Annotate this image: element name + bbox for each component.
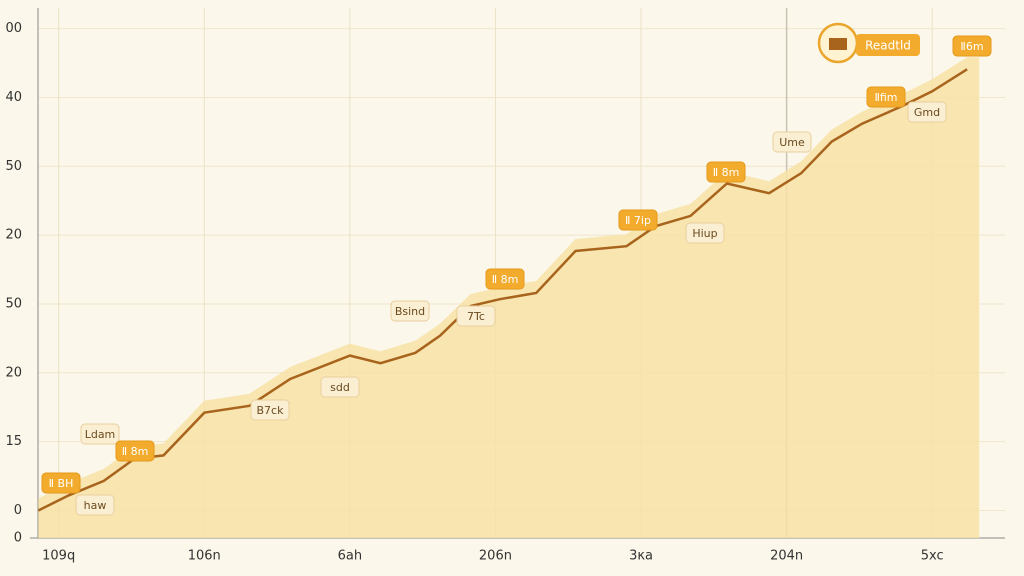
annotation-text: 7Tc	[467, 310, 485, 323]
x-tick-label: 6ah	[338, 549, 362, 564]
tag	[320, 376, 360, 398]
tag	[80, 423, 120, 445]
tag	[772, 131, 812, 153]
annotation-text: Ume	[779, 136, 805, 149]
y-tick-label: 50	[5, 159, 22, 174]
y-tick-label: 15	[5, 434, 22, 449]
badge	[618, 209, 658, 231]
tag	[390, 300, 430, 322]
annotation: Ⅱ 8m	[115, 440, 155, 462]
y-tick-label: 40	[5, 90, 22, 105]
annotation: haw	[75, 494, 115, 516]
annotation: 7Tc	[456, 305, 496, 327]
tag	[685, 222, 725, 244]
badge	[866, 86, 906, 108]
line	[37, 68, 968, 512]
annotation: Ⅱ 8m	[485, 268, 525, 290]
x-tick-label: 109q	[42, 549, 75, 564]
annotation-text: sdd	[330, 381, 350, 394]
tag	[907, 101, 947, 123]
y-tick-label: 0	[14, 531, 22, 546]
legend-label: Readtld	[865, 39, 911, 53]
tag	[75, 494, 115, 516]
x-tick-label: 206n	[479, 549, 512, 564]
annotation: Ⅱ6m	[952, 35, 992, 57]
annotation-text: haw	[84, 499, 107, 512]
annotation-text: Ⅱ6m	[960, 40, 983, 53]
y-tick-label: 50	[5, 296, 22, 311]
annotation: Ldam	[80, 423, 120, 445]
annotation: Ume	[772, 131, 812, 153]
annotation-text: Ⅱ 8m	[492, 273, 519, 286]
badge	[952, 35, 992, 57]
annotation: Gmd	[907, 101, 947, 123]
y-tick-label: 20	[5, 365, 22, 380]
annotation-text: Ⅱ BH	[49, 477, 74, 490]
annotation: Ⅱfim	[866, 86, 906, 108]
annotation-text: B7ck	[257, 404, 285, 417]
x-tick-label: 204n	[770, 549, 803, 564]
tag	[250, 399, 290, 421]
badge	[41, 472, 81, 494]
annotation-text: Ⅱ 8m	[713, 166, 740, 179]
x-tick-label: 5xc	[921, 549, 944, 564]
annotation: Ⅱ BH	[41, 472, 81, 494]
badge	[485, 268, 525, 290]
badge	[115, 440, 155, 462]
y-tick-label: 20	[5, 228, 22, 243]
annotation-text: Ⅱ 7ip	[625, 214, 651, 227]
legend-box	[856, 34, 920, 56]
annotation-text: Ⅱ 8m	[122, 445, 149, 458]
x-tick-label: 106n	[188, 549, 221, 564]
y-tick-label: 00	[5, 21, 22, 36]
annotation: sdd	[320, 376, 360, 398]
annotation-text: Ldam	[85, 428, 116, 441]
annotation: Ⅱ 8m	[706, 161, 746, 183]
annotation: B7ck	[250, 399, 290, 421]
annotation-text: Bsind	[395, 305, 425, 318]
legend-swatch	[829, 38, 847, 50]
annotation-text: Gmd	[914, 106, 940, 119]
annotation: Ⅱ 7ip	[618, 209, 658, 231]
annotation: Hiup	[685, 222, 725, 244]
badge	[706, 161, 746, 183]
annotation: Bsind	[390, 300, 430, 322]
annotation-text: Hiup	[692, 227, 717, 240]
x-tick-label: 3κa	[629, 549, 653, 564]
y-tick-label: 0	[14, 503, 22, 518]
annotation-text: Ⅱfim	[874, 91, 897, 104]
tag	[456, 305, 496, 327]
